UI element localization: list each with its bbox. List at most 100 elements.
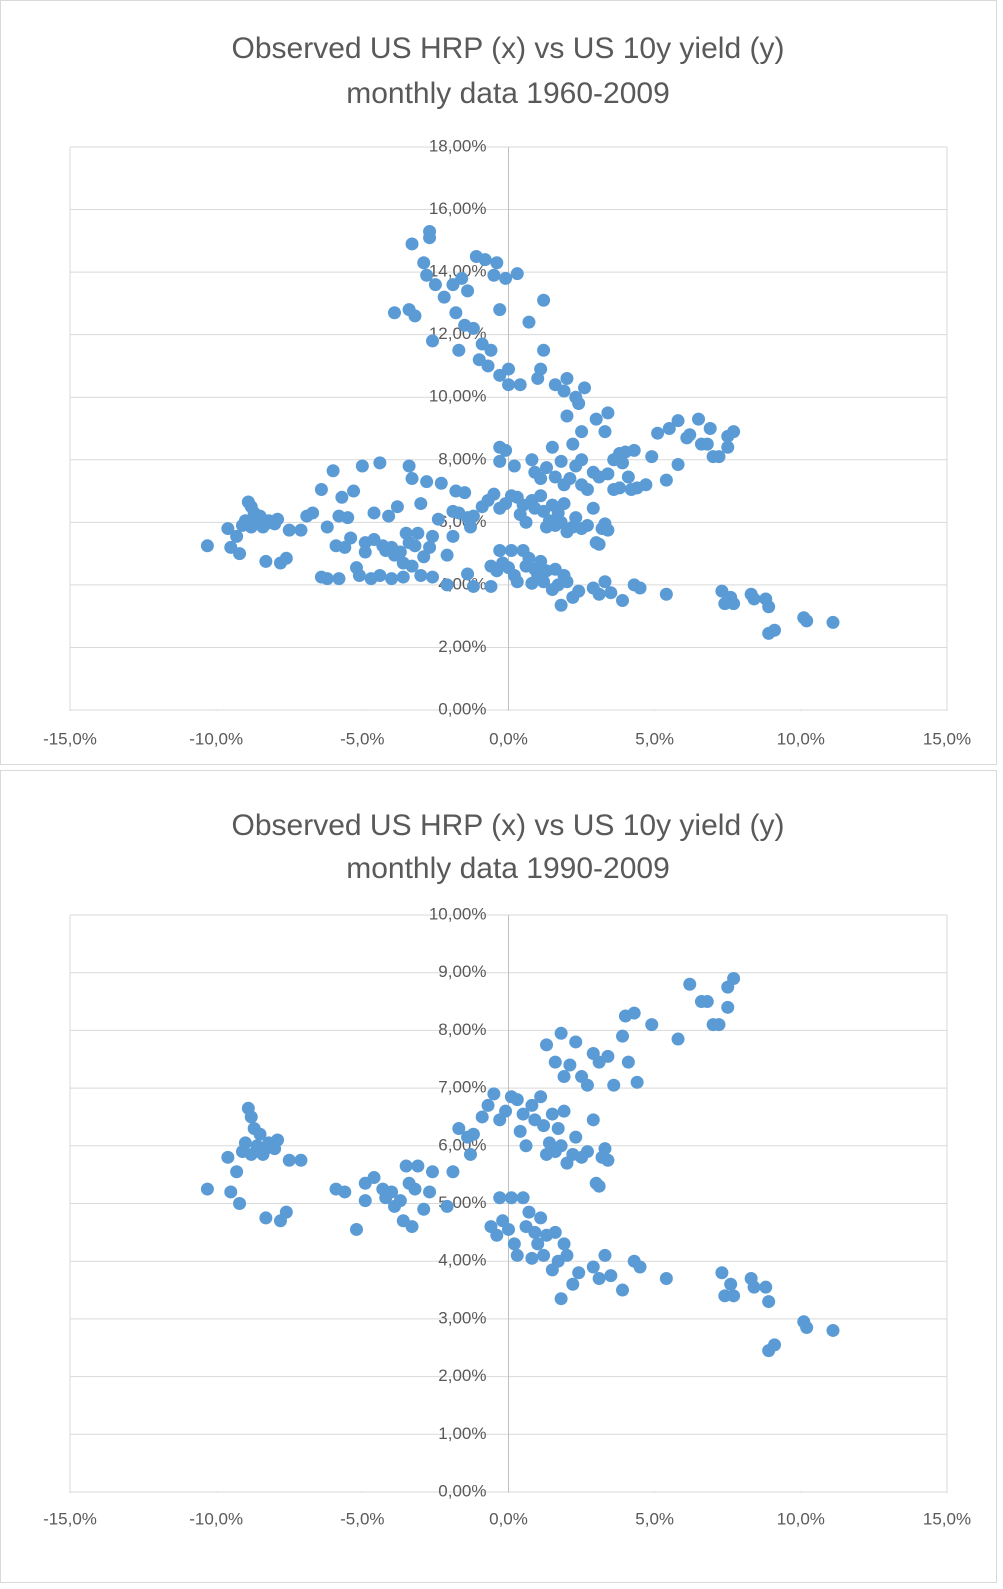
point [651,426,665,440]
point [367,506,381,520]
point [627,1006,641,1020]
point [399,1159,413,1173]
y-tick-label: 2,00% [438,1366,486,1385]
point [516,1107,530,1121]
point [586,501,600,515]
point [510,267,524,281]
point [621,1055,635,1069]
point [446,1165,460,1179]
point [499,1104,513,1118]
point [522,315,536,329]
point [461,567,475,581]
x-tick-label: -5,0% [340,729,384,748]
point [671,457,685,471]
point [525,1098,539,1112]
point [826,1323,840,1337]
point [627,443,641,457]
point [724,1277,738,1291]
point [358,545,372,559]
point [487,1087,501,1101]
point [414,497,428,511]
y-tick-label: 7,00% [438,1078,486,1097]
point [502,378,515,392]
point [531,1237,545,1251]
point [616,1029,630,1043]
point [493,303,507,317]
point [504,1191,518,1205]
point [510,1248,524,1262]
point [423,231,437,245]
point [510,1093,524,1107]
point [425,1165,439,1179]
point [601,406,615,420]
point [405,472,419,486]
point [589,412,603,426]
point [259,554,273,568]
point [300,509,314,523]
point [233,547,247,561]
point [221,1150,235,1164]
point [461,284,475,298]
point [659,587,673,601]
point [502,1222,515,1236]
chart-frame [0,770,997,1583]
point [519,515,533,529]
point [537,293,551,307]
point [385,1185,399,1199]
chart-title: Observed US HRP (x) vs US 10y yield (y) [232,32,785,65]
point [224,1185,238,1199]
point [396,570,410,584]
point [659,1272,673,1286]
point [575,425,589,439]
x-tick-label: -10,0% [189,1509,243,1528]
point [554,598,568,612]
point [762,1295,776,1309]
point [727,971,741,985]
x-tick-label: 10,0% [777,1509,825,1528]
point [554,1292,568,1306]
point [727,425,741,439]
y-tick-label: 16,00% [429,199,487,218]
point [294,523,308,537]
point [420,475,434,489]
y-tick-label: 3,00% [438,1308,486,1327]
point [554,515,568,529]
point [569,1035,583,1049]
point [557,497,571,511]
point [569,511,583,525]
point [721,1000,735,1014]
point [557,384,571,398]
point [341,511,355,525]
point [385,572,399,586]
point [513,378,527,392]
y-tick-label: 9,00% [438,962,486,981]
point [420,268,434,282]
point [393,545,407,559]
point [601,523,615,537]
point [563,472,577,486]
point [200,539,214,553]
point [715,1266,729,1280]
point [271,1133,285,1147]
point [566,437,580,451]
point [613,447,627,461]
chart-frame [0,0,997,765]
x-tick-label: 15,0% [923,1509,971,1528]
point [700,995,714,1009]
point [616,1283,630,1297]
point [373,569,387,583]
point [578,381,592,395]
point [233,1197,247,1210]
point [449,306,463,320]
point [475,1110,489,1124]
point [560,409,574,423]
point [537,1119,551,1133]
point [598,575,612,589]
point [423,540,437,554]
point [463,520,477,534]
point [560,1248,574,1262]
point [466,579,480,593]
point [513,1124,527,1138]
point [592,1179,606,1193]
